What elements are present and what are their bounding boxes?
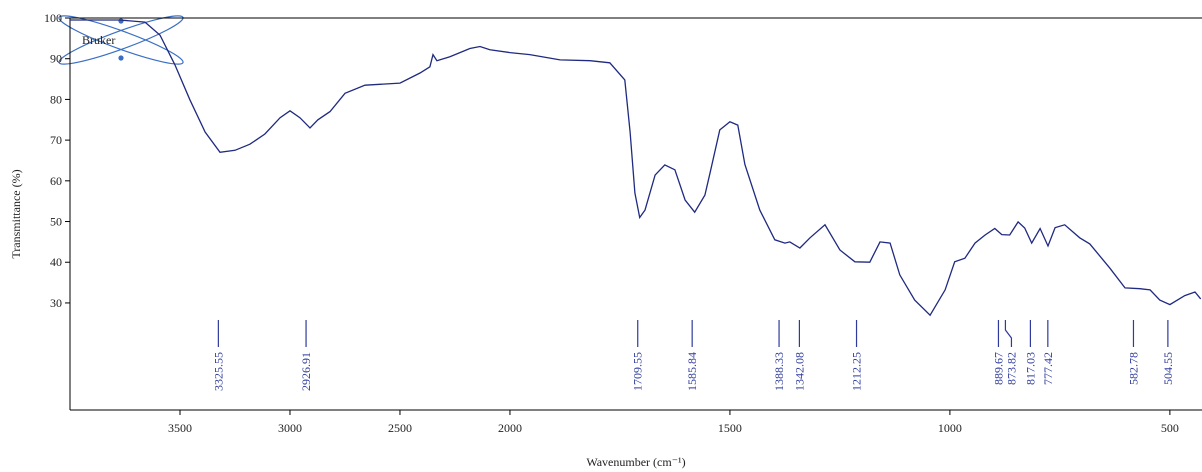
y-tick-label: 60 <box>50 174 62 188</box>
y-tick-label: 100 <box>44 11 62 25</box>
y-tick-label: 50 <box>50 215 62 229</box>
logo-orbit <box>58 15 184 65</box>
bruker-logo <box>58 15 184 65</box>
x-tick-label: 3500 <box>168 421 192 435</box>
x-tick-label: 3000 <box>278 421 302 435</box>
x-axis-title: Wavenumber (cm⁻¹) <box>586 455 685 469</box>
peak-label: 504.55 <box>1161 352 1175 385</box>
y-tick-label: 90 <box>50 52 62 66</box>
peak-label: 817.03 <box>1023 352 1037 385</box>
y-tick-label: 30 <box>50 296 62 310</box>
peak-label: 873.82 <box>1004 352 1018 385</box>
y-axis-title: Transmittance (%) <box>9 169 23 258</box>
peak-label: 3325.55 <box>211 352 225 391</box>
peak-label: 1388.33 <box>772 352 786 391</box>
peak-label: 1709.55 <box>631 352 645 391</box>
spectrum-line <box>70 19 1202 317</box>
peak-label: 777.42 <box>1041 352 1055 385</box>
peak-label: 1342.08 <box>792 352 806 391</box>
logo-orbit <box>58 15 184 65</box>
peak-label: 1585.84 <box>685 352 699 391</box>
y-tick-label: 40 <box>50 255 62 269</box>
x-tick-label: 1500 <box>718 421 742 435</box>
x-tick-label: 2500 <box>388 421 412 435</box>
peak-label: 889.67 <box>991 352 1005 385</box>
y-tick-label: 80 <box>50 92 62 106</box>
x-tick-label: 500 <box>1161 421 1179 435</box>
logo-dot <box>118 55 124 61</box>
peak-marker <box>1004 320 1013 347</box>
brand-label: Bruker <box>82 33 115 47</box>
x-tick-label: 1000 <box>938 421 962 435</box>
peak-label: 582.78 <box>1126 352 1140 385</box>
x-tick-label: 2000 <box>498 421 522 435</box>
peak-label: 2926.91 <box>299 352 313 391</box>
y-tick-label: 70 <box>50 133 62 147</box>
peak-label: 1212.25 <box>850 352 864 391</box>
